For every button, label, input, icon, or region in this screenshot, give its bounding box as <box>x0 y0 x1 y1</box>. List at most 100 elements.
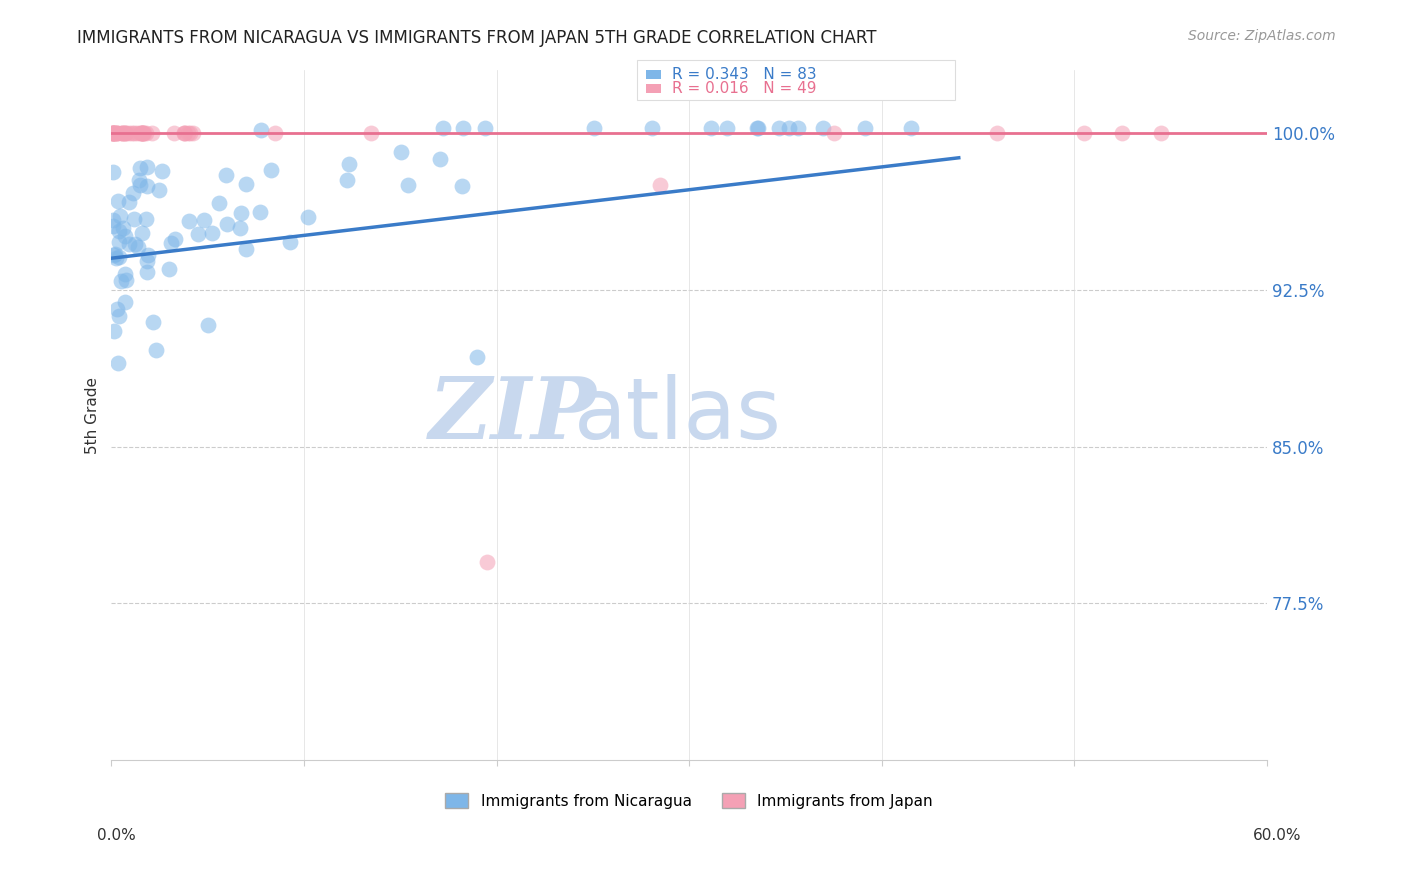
Point <box>131 126 153 140</box>
Text: IMMIGRANTS FROM NICARAGUA VS IMMIGRANTS FROM JAPAN 5TH GRADE CORRELATION CHART: IMMIGRANTS FROM NICARAGUA VS IMMIGRANTS … <box>77 29 877 46</box>
Point <box>105 126 128 140</box>
Point <box>853 121 876 136</box>
Text: 0.0%: 0.0% <box>97 829 136 843</box>
Point <box>157 262 180 277</box>
Point <box>104 126 127 140</box>
Point <box>111 126 134 140</box>
Point <box>787 121 810 136</box>
Point <box>235 177 257 191</box>
Point <box>208 196 231 211</box>
Point <box>474 121 496 136</box>
Point <box>114 126 136 140</box>
Point <box>114 273 136 287</box>
Point <box>700 121 723 136</box>
Text: Source: ZipAtlas.com: Source: ZipAtlas.com <box>1188 29 1336 43</box>
Point <box>187 227 209 242</box>
Point <box>110 126 132 140</box>
Point <box>114 229 136 244</box>
Point <box>122 186 145 201</box>
Point <box>114 295 136 310</box>
Point <box>201 226 224 240</box>
Point <box>115 126 138 140</box>
Point <box>215 168 238 182</box>
Point <box>641 121 664 136</box>
Point <box>118 194 141 209</box>
Point <box>360 126 382 140</box>
Point <box>101 126 124 140</box>
Point <box>128 172 150 186</box>
Point <box>129 126 152 140</box>
Point <box>465 350 488 364</box>
Text: atlas: atlas <box>574 374 782 457</box>
Point <box>101 126 124 140</box>
Point <box>217 218 239 232</box>
Point <box>747 121 769 136</box>
Point <box>1073 126 1095 140</box>
Point <box>150 164 173 178</box>
Point <box>650 178 672 192</box>
Point <box>747 121 769 136</box>
Point <box>108 209 131 223</box>
Point <box>103 219 125 234</box>
Point <box>118 237 141 252</box>
Point <box>823 126 845 140</box>
Point <box>127 239 149 253</box>
Point <box>103 165 125 179</box>
Point <box>336 173 359 187</box>
Point <box>337 157 360 171</box>
Point <box>131 126 153 140</box>
Point <box>135 265 157 279</box>
Point <box>135 178 157 193</box>
Point <box>811 121 834 136</box>
Point <box>104 126 127 140</box>
Point <box>132 126 155 140</box>
Point <box>278 235 301 250</box>
Point <box>124 126 146 140</box>
Point <box>103 248 125 262</box>
Point <box>107 194 129 208</box>
Point <box>389 145 412 159</box>
Point <box>112 126 135 140</box>
Point <box>451 178 474 193</box>
Point <box>131 126 153 140</box>
Point <box>141 126 163 140</box>
Point <box>193 213 215 227</box>
Point <box>179 126 201 140</box>
Point <box>142 315 165 329</box>
Point <box>900 121 922 136</box>
Point <box>475 555 498 569</box>
Point <box>103 325 125 339</box>
Point <box>135 211 157 226</box>
Point <box>181 126 204 140</box>
Point <box>163 126 186 140</box>
Point <box>260 163 283 178</box>
Point <box>121 126 143 140</box>
Point <box>105 251 128 265</box>
Point <box>159 235 181 250</box>
Point <box>197 318 219 333</box>
Y-axis label: 5th Grade: 5th Grade <box>86 376 100 454</box>
Point <box>429 152 451 166</box>
Point <box>101 126 124 140</box>
Point <box>249 205 271 219</box>
Point <box>129 178 152 192</box>
Point <box>250 123 273 137</box>
Point <box>768 121 790 136</box>
Text: R = 0.343   N = 83: R = 0.343 N = 83 <box>672 67 817 82</box>
Text: R = 0.016   N = 49: R = 0.016 N = 49 <box>672 81 817 96</box>
Point <box>105 126 128 140</box>
Point <box>103 126 125 140</box>
Point <box>103 126 125 140</box>
Point <box>110 274 132 288</box>
Text: ZIP: ZIP <box>429 374 596 457</box>
Point <box>229 221 252 235</box>
Point <box>124 237 146 252</box>
Point <box>136 160 159 174</box>
Point <box>103 213 125 227</box>
Point <box>173 126 195 140</box>
Point <box>177 214 200 228</box>
Point <box>173 126 195 140</box>
Point <box>396 178 419 193</box>
Point <box>131 126 153 140</box>
Point <box>104 246 127 260</box>
